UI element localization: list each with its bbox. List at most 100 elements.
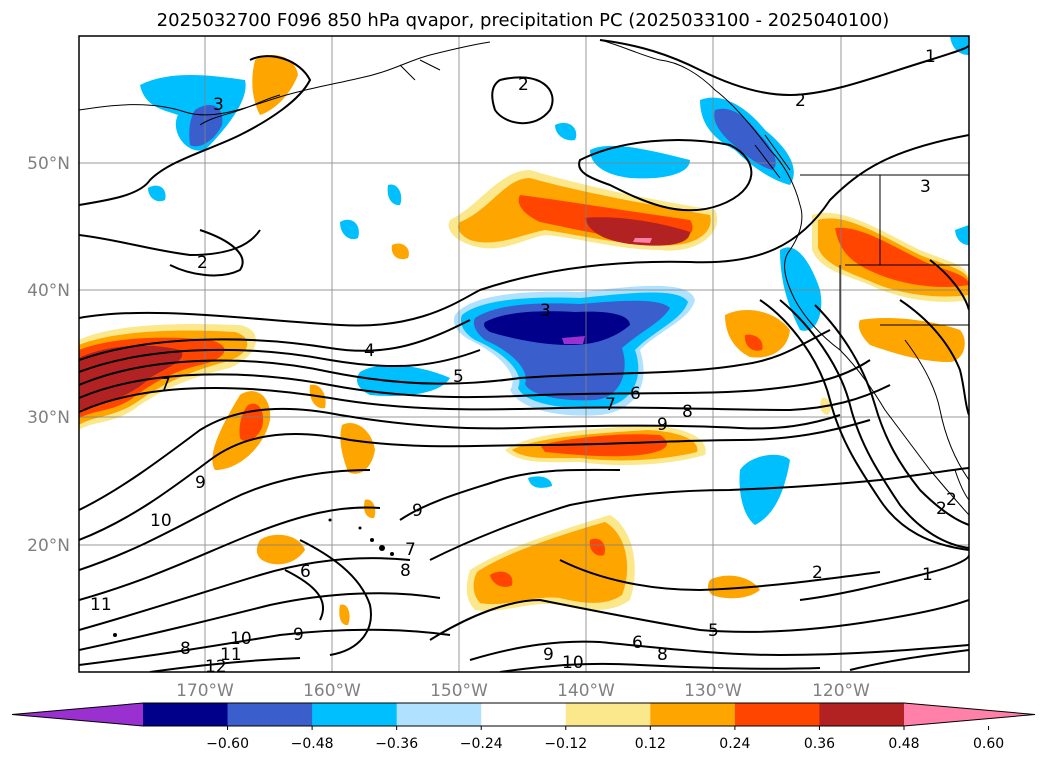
positive-anomaly [707,575,760,599]
positive-anomaly [256,534,305,565]
contour-label: 3 [540,301,551,321]
positive-anomaly [725,310,790,358]
positive-anomaly [339,604,350,626]
contour-label: 8 [400,561,411,581]
map-frame [78,35,970,673]
contour-label: 2 [518,75,529,95]
contour-label: 10 [150,511,172,531]
contour-label: 2 [936,499,947,519]
positive-anomaly [79,345,183,410]
colorbar-labels: −0.60 −0.48 −0.36 −0.24 −0.12 0.12 0.24 0.36 0.4… [206,726,1004,752]
negative-anomaly [590,145,690,179]
colorbar-segment [396,703,482,726]
contour-label: 1 [922,565,933,585]
contour-label: 2 [197,253,208,273]
contour-label: 4 [364,341,375,361]
negative-anomaly [340,219,359,240]
lon-label: 120°W [812,681,870,701]
contour-label: 11 [220,645,242,665]
colorbar-segment [143,703,229,726]
colorbar-segment [312,703,398,726]
map-area: 2 2 2 2 2 3 3 3 4 5 6 6 7 7 7 8 8 8 9 9 … [79,36,969,673]
lon-label: 140°W [557,681,615,701]
negative-anomaly [484,311,630,345]
positive-anomaly [340,422,375,474]
lon-labels: 170°W 160°W 150°W 140°W 130°W 120°W [176,681,870,701]
negative-anomaly [950,36,969,55]
colorbar-segment [481,703,567,726]
positive-anomaly [858,318,965,362]
contour-label: 9 [412,501,423,521]
contour-label: 9 [543,645,554,665]
colorbar-extension-high [904,703,1035,726]
contour-label: 3 [213,95,224,115]
contour-label: 6 [630,384,641,404]
negative-anomaly [562,336,585,344]
positive-anomaly [252,55,298,115]
contour-label: 7 [160,375,171,395]
map-title: 2025032700 F096 850 hPa qvapor, precipit… [157,10,890,31]
colorbar-segment [734,703,820,726]
positive-anomaly [540,434,668,457]
lon-label: 130°W [684,681,742,701]
colorbar-extension-low [12,703,143,726]
lon-label: 170°W [176,681,234,701]
negative-anomaly [387,184,402,206]
positive-anomaly [490,571,513,587]
negative-anomaly [955,225,969,245]
negative-anomaly [714,108,776,170]
contour-label: 10 [562,653,584,673]
lat-label: 30°N [27,408,70,428]
coastlines [79,39,969,516]
contour-label: 2 [812,563,823,583]
contour-label: 8 [682,402,693,422]
contour-label: 2 [946,490,957,510]
colorbar-tick-label: 0.12 [635,736,666,752]
positive-anomaly [835,227,969,287]
lat-label: 20°N [27,536,70,556]
contours [79,39,969,672]
contour-label: 9 [293,625,304,645]
contour-label: 6 [632,633,643,653]
contour-label: 5 [708,621,719,641]
colorbar-tick-label: −0.24 [460,736,503,752]
lon-label: 150°W [430,681,488,701]
colorbar-tick-label: −0.48 [291,736,334,752]
positive-anomaly [744,334,763,351]
negative-anomaly [189,105,223,147]
contour-label: 8 [180,639,191,659]
lat-label: 40°N [27,281,70,301]
positive-anomaly [364,499,376,519]
negative-anomaly [528,476,552,488]
negative-anomaly [780,247,822,331]
contour-label: 6 [300,562,311,582]
positive-anomaly [633,238,652,243]
colorbar [11,702,1036,727]
colorbar-outline [11,702,1036,727]
contour-label: 1 [925,47,936,67]
contour-label: 11 [90,595,112,615]
colorbar-tick-label: −0.60 [206,736,249,752]
colorbar-tick-label: −0.12 [544,736,587,752]
negative-anomaly [739,454,790,525]
contour-label: 9 [657,415,668,435]
colorbar-tick-label: −0.36 [375,736,418,752]
islands [113,518,394,637]
positive-anomaly [589,538,606,556]
contour-labels: 2 2 2 2 2 3 3 3 4 5 6 6 7 7 7 8 8 8 9 9 … [90,47,957,673]
negative-anomaly [357,365,450,397]
lat-label: 50°N [27,154,70,174]
contour-label: 2 [795,91,806,111]
negative-anomaly [555,122,577,141]
colorbar-tick-label: 0.36 [804,736,835,752]
negative-anomaly [140,75,246,151]
colorbar-tick-label: 0.60 [973,736,1004,752]
colorbar-tick-label: 0.24 [719,736,750,752]
colorbar-segment [819,703,905,726]
contour-label: 7 [405,540,416,560]
contour-label: 8 [657,645,668,665]
colorbar-segment [565,703,651,726]
colorbar-tick-label: 0.48 [888,736,919,752]
contour-label: 9 [195,473,206,493]
